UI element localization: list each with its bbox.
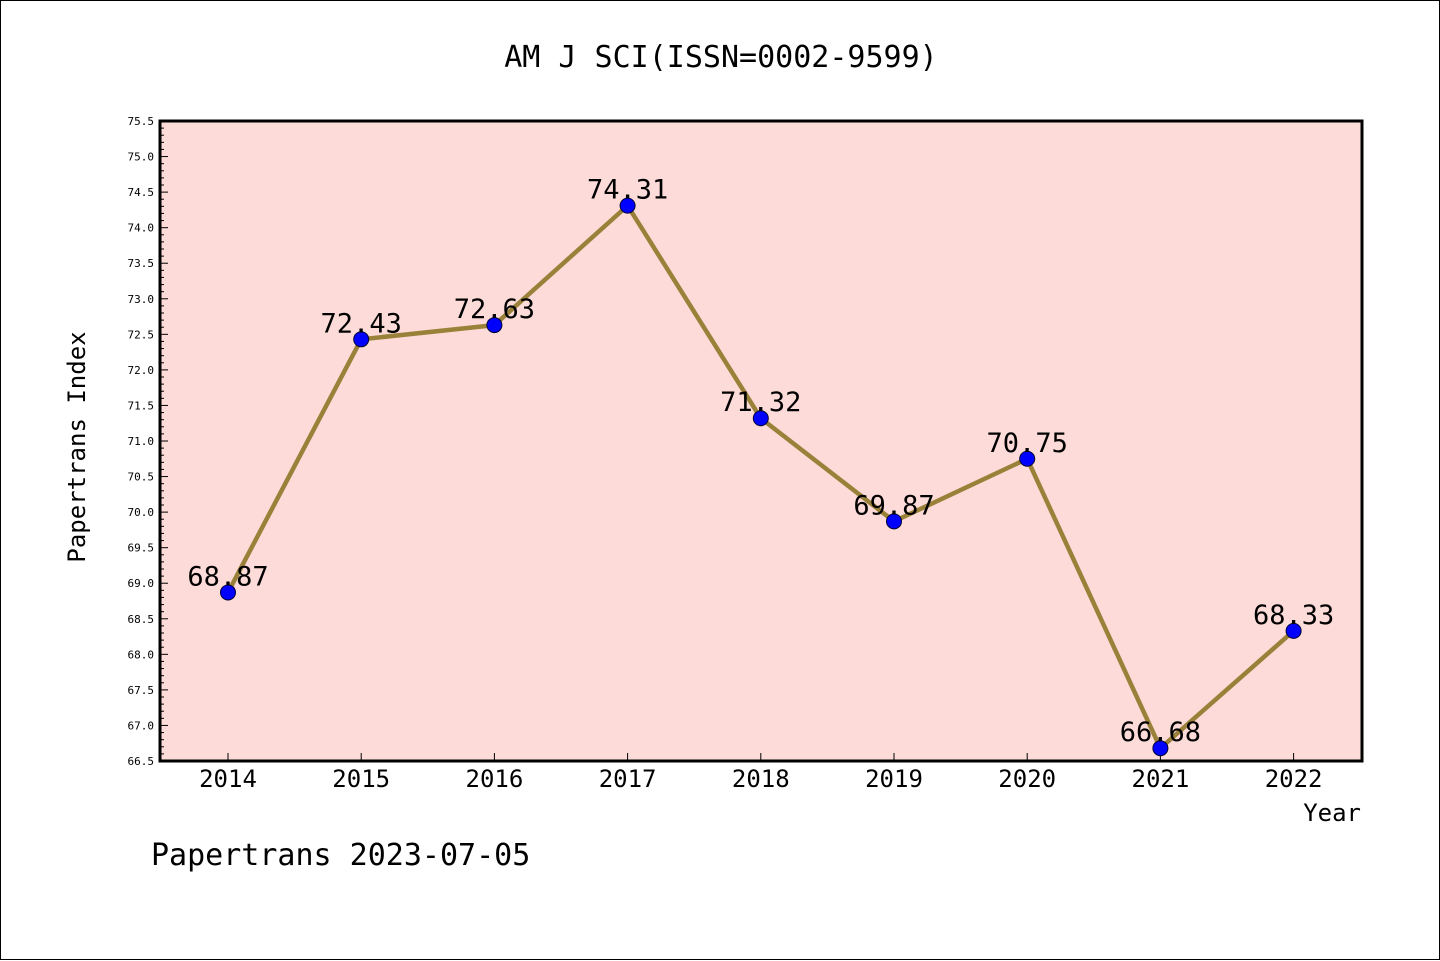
x-tick-label: 2016 [466,765,524,793]
x-tick-label: 2015 [332,765,390,793]
y-tick-label: 70.0 [128,506,155,519]
data-label-2017: 74.31 [587,175,668,206]
data-point-2014 [220,584,236,601]
y-tick-label: 69.5 [128,542,155,555]
x-tick-label: 2017 [599,765,657,793]
x-tick-label: 2014 [199,765,257,793]
data-label-2022: 68.33 [1253,600,1334,631]
y-tick-label: 75.0 [128,151,155,164]
data-label-2019: 69.87 [853,490,934,521]
x-tick-label: 2018 [732,765,790,793]
y-tick-label: 68.5 [128,613,155,626]
data-point-2015 [353,331,370,348]
data-labels-group: 68.87 72.43 72.63 74.31 71.32 69.87 70.75 66.68… [187,175,1334,749]
y-tick-label: 74.5 [128,186,155,199]
plot-border [158,119,1364,763]
y-tick-label: 66.5 [128,755,155,768]
markers-group [220,197,1302,757]
plot-area [160,121,1362,761]
y-tick-label: 73.0 [128,293,155,306]
data-point-2016 [486,317,503,334]
footer-text: Papertrans 2023-07-05 [151,838,530,873]
x-tick-label: 2022 [1265,765,1323,793]
data-point-2022 [1285,622,1302,639]
data-label-2014: 68.87 [187,561,268,592]
data-label-2015: 72.43 [321,308,402,339]
y-tick-label: 67.5 [128,684,155,697]
data-label-2021: 66.68 [1120,717,1201,748]
y-tick-label: 73.5 [128,257,155,270]
y-axis-label: Papertrans Index [63,331,91,562]
x-axis-label: Year [1303,799,1361,827]
data-label-2020: 70.75 [987,428,1068,459]
y-tick-label: 70.5 [128,471,155,484]
y-tick-label: 75.5 [128,115,155,128]
x-tick-label: 2021 [1132,765,1190,793]
data-point-2019 [886,513,902,530]
y-tick-label: 67.0 [128,719,155,732]
data-label-2016: 72.63 [454,294,535,325]
data-label-2018: 71.32 [720,387,801,418]
data-point-2018 [752,410,769,427]
y-tick-label: 69.0 [128,577,155,590]
y-tick-label: 72.5 [128,328,155,341]
data-point-2021 [1152,740,1169,757]
data-point-2020 [1019,450,1036,467]
y-tick-label: 68.0 [128,648,155,661]
chart-title: AM J SCI(ISSN=0002-9599) [504,40,937,75]
data-point-2017 [619,197,636,214]
y-tick-label: 71.5 [128,399,155,412]
y-tick-label: 74.0 [128,222,155,235]
y-tick-label: 71.0 [128,435,155,448]
x-tick-label: 2020 [998,765,1056,793]
x-tick-label: 2019 [865,765,923,793]
x-axis: 2014 2015 2016 2017 2018 2019 2020 2021 2022 [199,753,1322,793]
y-tick-label: 72.0 [128,364,155,377]
